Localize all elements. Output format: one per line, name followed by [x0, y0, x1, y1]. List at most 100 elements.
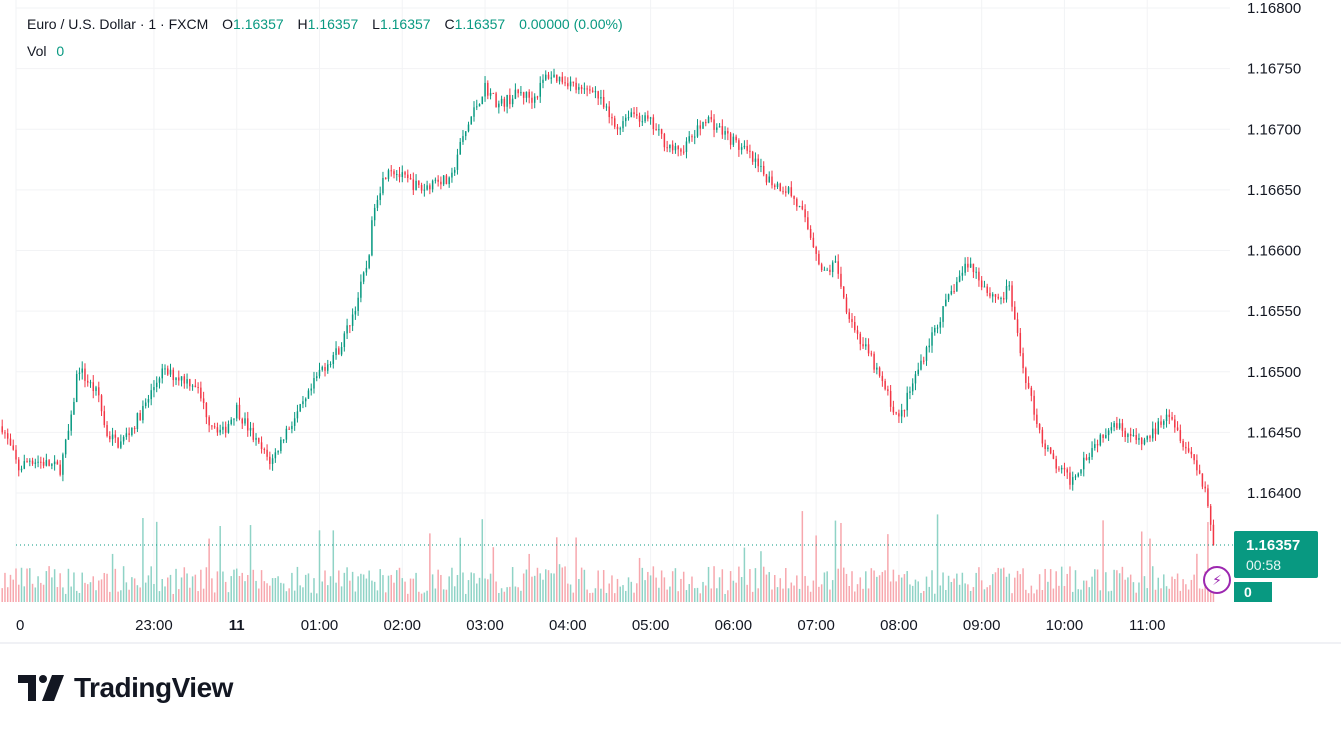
candle-body	[456, 154, 459, 170]
volume-bar	[655, 577, 657, 602]
volume-bar	[710, 588, 713, 602]
volume-bar	[757, 588, 759, 602]
volume-bar	[92, 576, 95, 602]
candle-body	[713, 119, 715, 130]
volume-bar	[492, 547, 495, 602]
volume-bar	[274, 578, 277, 602]
open-value: 1.16357	[233, 16, 284, 32]
candle-body	[691, 136, 693, 138]
candle-body	[117, 437, 119, 448]
volume-bar	[18, 584, 20, 602]
volume-bar	[1185, 584, 1187, 602]
candle-body	[340, 347, 343, 355]
candle-body	[638, 115, 641, 122]
candle-body	[511, 98, 514, 105]
volume-bar	[917, 581, 919, 602]
candle-body	[324, 367, 326, 371]
lightning-icon[interactable]: ⚡	[1203, 566, 1231, 594]
volume-bar	[128, 589, 130, 602]
candle-body	[967, 263, 969, 268]
candle-body	[939, 321, 942, 328]
candle-body	[887, 389, 889, 391]
candle-body	[605, 106, 608, 108]
tradingview-logo[interactable]: TradingView	[18, 672, 233, 704]
volume-bar	[70, 586, 72, 602]
candle-body	[423, 189, 426, 191]
candle-body	[1185, 446, 1187, 449]
volume-bar	[934, 593, 936, 602]
candle-body	[509, 94, 511, 105]
candle-body	[707, 117, 710, 124]
candle-body	[260, 442, 263, 450]
volume-bar	[920, 592, 922, 602]
volume-bar	[1027, 593, 1030, 602]
candle-body	[699, 125, 702, 129]
volume-bar	[437, 569, 439, 602]
candle-body	[658, 129, 660, 131]
candle-body	[373, 207, 376, 221]
volume-bar	[1165, 586, 1168, 602]
volume-bar	[900, 577, 903, 602]
volume-bar	[509, 586, 511, 602]
candle-body	[1129, 434, 1132, 436]
volume-bar	[939, 585, 942, 602]
volume-bar	[321, 581, 324, 602]
candle-body	[302, 401, 304, 405]
volume-bar	[718, 577, 721, 602]
volume-bar	[889, 581, 892, 602]
candle-body	[62, 454, 64, 475]
candle-body	[1160, 421, 1162, 425]
volume-bar	[735, 582, 737, 602]
candle-body	[616, 126, 619, 130]
volume-bar	[40, 582, 42, 602]
volume-bar	[304, 574, 307, 602]
candle-body	[122, 436, 125, 442]
candle-body	[790, 187, 793, 197]
candle-body	[815, 247, 817, 254]
candle-body	[749, 150, 751, 152]
volume-bar	[754, 568, 757, 602]
volume-bar	[335, 582, 337, 602]
volume-bar	[365, 578, 368, 602]
candle-body	[506, 94, 508, 107]
volume-label[interactable]: Vol	[27, 43, 47, 59]
candle-body	[175, 377, 177, 381]
volume-bar	[191, 576, 194, 602]
volume-bar	[823, 572, 826, 602]
candle-body	[1055, 458, 1057, 469]
volume-bar	[117, 591, 119, 602]
chart-area[interactable]: 1.16800 1.16750 1.16700 1.16650 1.16600 1.165…	[0, 0, 1341, 650]
candle-body	[873, 353, 875, 370]
symbol-title[interactable]: Euro / U.S. Dollar · 1 · FXCM	[27, 16, 209, 32]
candle-body	[859, 333, 862, 345]
volume-bar	[531, 576, 533, 602]
volume-bar	[440, 574, 442, 602]
volume-bar	[876, 576, 878, 602]
volume-bar	[1163, 574, 1165, 602]
volume-bar	[464, 593, 467, 602]
candle-body	[131, 428, 133, 436]
chart-canvas[interactable]: 1.16800 1.16750 1.16700 1.16650 1.16600 1.165…	[0, 0, 1341, 650]
volume-bar	[671, 571, 674, 602]
candle-body	[404, 172, 406, 175]
volume-bar	[200, 569, 202, 602]
candle-body	[520, 92, 522, 94]
volume-bar	[947, 575, 950, 602]
volume-bar	[638, 557, 641, 602]
candle-body	[299, 404, 301, 412]
volume-bar	[1080, 589, 1082, 602]
volume-bar	[826, 571, 828, 602]
volume-bar	[64, 593, 67, 602]
candle-body	[760, 165, 762, 167]
volume-bar	[142, 518, 144, 602]
candle-body	[848, 312, 850, 320]
volume-bar	[503, 591, 506, 602]
candle-body	[586, 88, 588, 90]
volume-bar	[848, 585, 850, 602]
volume-bar	[349, 580, 351, 602]
volume-bar	[533, 575, 536, 602]
x-tick-label: 03:00	[466, 617, 504, 634]
candle-body	[693, 136, 696, 138]
volume-bar	[636, 583, 638, 602]
candle-body	[64, 439, 67, 455]
